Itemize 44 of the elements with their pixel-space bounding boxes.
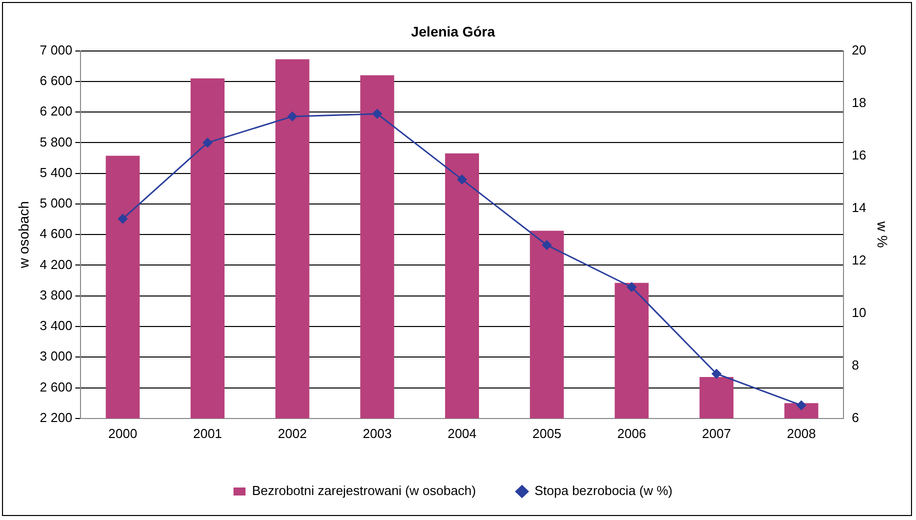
x-tick-label: 2002 bbox=[278, 426, 307, 441]
y-tick-label: 7 000 bbox=[40, 42, 72, 58]
y2-tick-label: 18 bbox=[852, 94, 866, 110]
y-tick-label: 2 200 bbox=[40, 410, 72, 425]
y-tick-label: 4 600 bbox=[40, 226, 72, 242]
y-tick-label: 3 000 bbox=[40, 348, 72, 364]
y-tick-label: 5 800 bbox=[40, 134, 72, 150]
y2-tick-label: 14 bbox=[852, 200, 866, 215]
point bbox=[796, 400, 806, 410]
y-tick-label: 5 000 bbox=[40, 196, 72, 211]
y2-tick-label: 10 bbox=[852, 304, 866, 320]
y2-tick-label: 20 bbox=[852, 42, 866, 58]
legend-label: Stopa bezrobocia (w %) bbox=[534, 483, 673, 498]
y-tick-label: 5 400 bbox=[40, 164, 72, 180]
point bbox=[626, 282, 636, 292]
x-tick-label: 2001 bbox=[193, 426, 222, 441]
y-tick-label: 4 200 bbox=[40, 256, 72, 272]
y2-tick-label: 12 bbox=[852, 252, 866, 268]
point bbox=[542, 240, 552, 250]
chart-title: Jelenia Góra bbox=[410, 23, 496, 40]
x-tick-label: 2004 bbox=[448, 426, 476, 441]
point bbox=[202, 138, 212, 148]
x-tick-label: 2008 bbox=[786, 426, 816, 441]
y2-tick-label: 16 bbox=[852, 147, 866, 162]
point bbox=[457, 174, 467, 184]
x-tick-label: 2006 bbox=[617, 426, 646, 441]
y-tick-label: 2 600 bbox=[40, 379, 72, 394]
y-axis-title: w osobach bbox=[15, 201, 32, 270]
point bbox=[288, 112, 298, 122]
x-tick-label: 2003 bbox=[362, 426, 392, 441]
y-tick-label: 3 800 bbox=[40, 287, 72, 302]
x-tick-label: 2005 bbox=[532, 426, 562, 441]
x-tick-label: 2007 bbox=[702, 426, 731, 441]
y2-axis-title: w % bbox=[874, 220, 891, 248]
y-tick-label: 3 400 bbox=[40, 318, 72, 334]
point bbox=[118, 214, 128, 224]
y-tick-label: 6 600 bbox=[40, 73, 72, 88]
y2-tick-label: 8 bbox=[852, 357, 859, 372]
legend-label: Bezrobotni zarejestrowani (w osobach) bbox=[252, 483, 476, 498]
point bbox=[712, 369, 722, 379]
x-tick-label: 2000 bbox=[108, 426, 138, 441]
y2-tick-label: 6 bbox=[852, 410, 859, 425]
point bbox=[372, 109, 382, 119]
y-tick-label: 6 200 bbox=[40, 104, 72, 119]
